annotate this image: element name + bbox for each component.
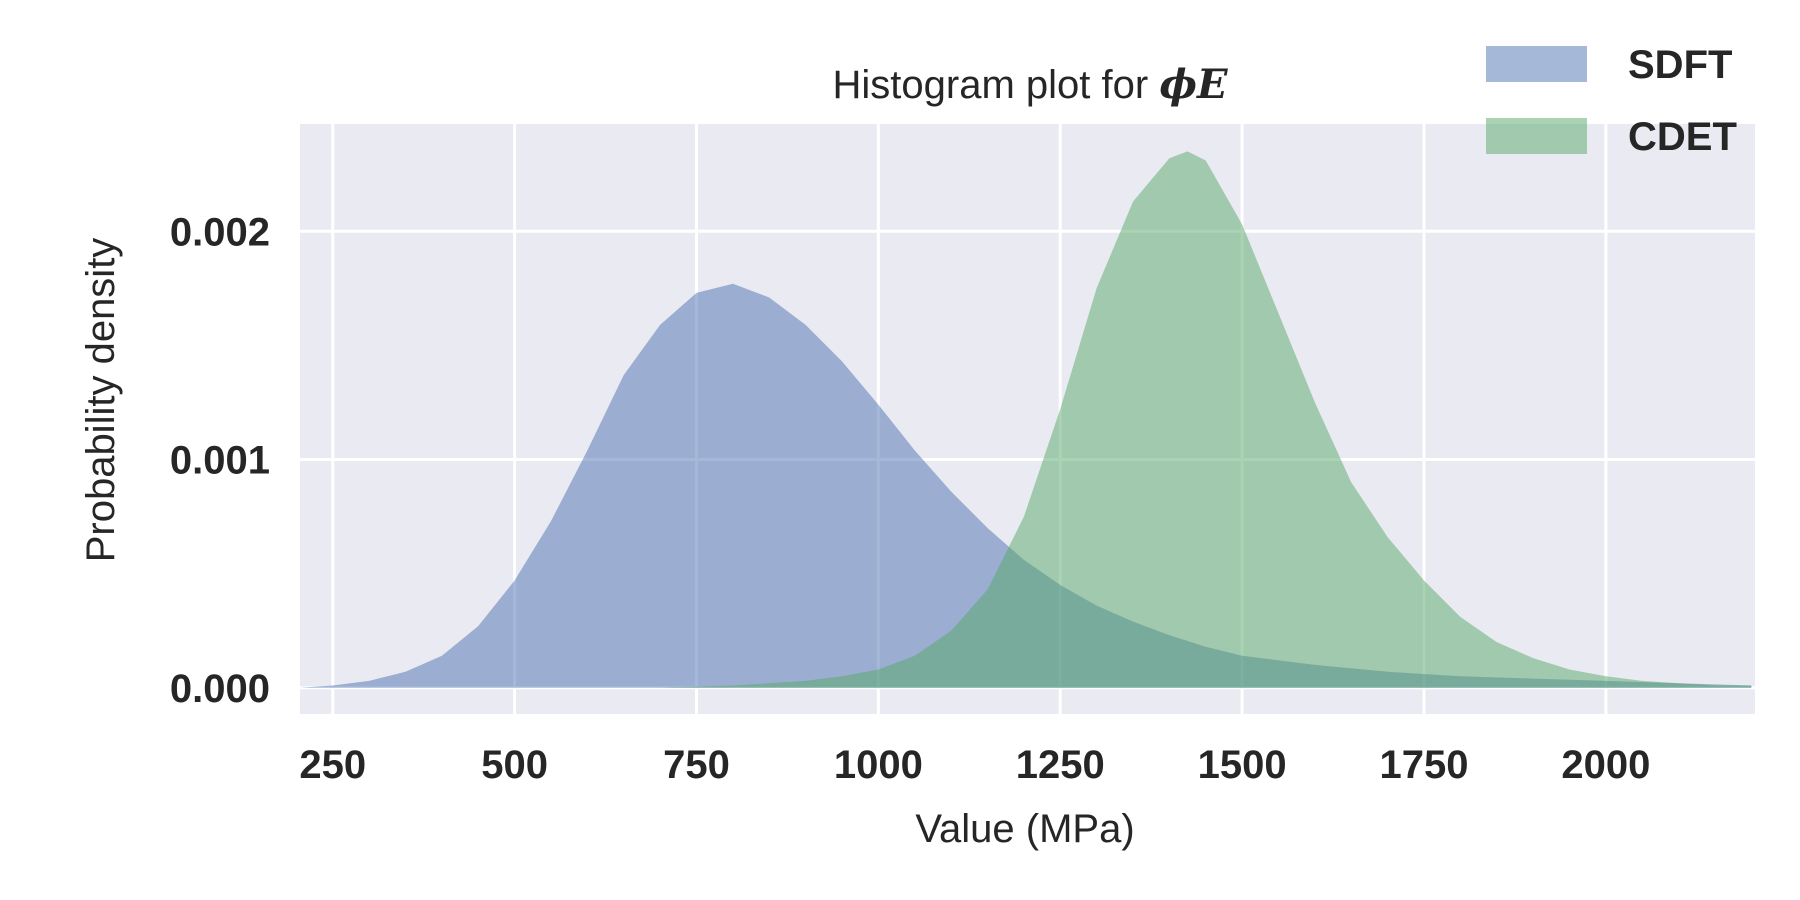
x-tick-label: 2000 xyxy=(1561,743,1650,787)
x-tick-label: 1250 xyxy=(1016,743,1105,787)
y-tick-label: 0.000 xyxy=(170,667,270,711)
x-tick-label: 250 xyxy=(299,743,366,787)
series-area-sdft xyxy=(300,283,1752,688)
y-tick-label: 0.001 xyxy=(170,439,270,483)
legend-label-sdft: SDFT xyxy=(1628,43,1732,87)
y-tick-labels: 0.000 0.001 0.002 xyxy=(170,210,270,710)
chart-title: Histogram plot for ϕE xyxy=(833,61,1228,108)
chart-title-prefix: Histogram plot for xyxy=(833,63,1160,107)
x-tick-label: 1000 xyxy=(834,743,923,787)
y-axis-label: Probability density xyxy=(79,238,123,563)
legend-swatch-cdet xyxy=(1486,118,1587,154)
x-tick-label: 1750 xyxy=(1379,743,1468,787)
x-tick-labels: 250 500 750 1000 1250 1500 1750 2000 xyxy=(299,743,1650,787)
y-tick-label: 0.002 xyxy=(170,210,270,254)
series-areas xyxy=(300,151,1752,688)
legend: SDFT CDET xyxy=(1486,43,1737,159)
legend-label-cdet: CDET xyxy=(1628,115,1737,159)
chart-title-symbol: ϕE xyxy=(1159,61,1228,108)
series-area-cdet xyxy=(660,151,1752,688)
x-tick-label: 1500 xyxy=(1198,743,1287,787)
legend-swatch-sdft xyxy=(1486,46,1587,82)
x-tick-label: 750 xyxy=(663,743,730,787)
x-tick-label: 500 xyxy=(481,743,548,787)
x-axis-label: Value (MPa) xyxy=(915,807,1134,851)
